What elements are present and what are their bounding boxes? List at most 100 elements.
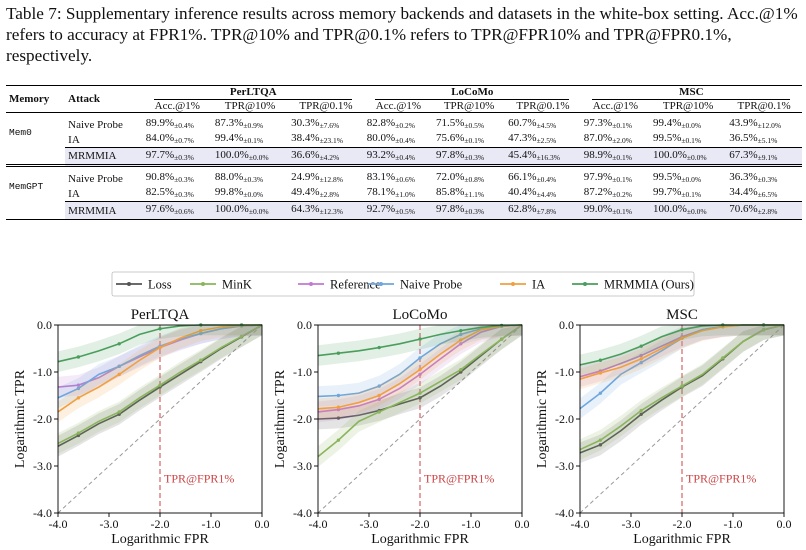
dataset-header: MSC [581,86,802,100]
value-cell: 30.3%±7.6% [291,117,340,130]
y-tick-label: -1.0 [33,365,52,379]
value-cell: 87.3%±0.9% [214,117,264,130]
metric-header: Acc.@1% [580,100,650,113]
x-tick-label: -4.0 [49,517,68,531]
data-point [377,345,381,350]
series-band [318,325,522,366]
value-cell: 87.2%±0.2% [583,186,632,199]
y-tick-label: 0.0 [559,318,574,332]
series-band [58,325,262,372]
legend-label: IA [532,278,545,292]
dataset-header: LoCoMo [364,86,581,100]
dataset-header: PerLTQA [143,86,364,100]
attack-cell: IA [68,133,80,146]
data-point [639,357,643,361]
value-cell: 97.6%±0.6% [142,201,212,220]
value-cell: 82.5%±0.3% [145,186,194,199]
series-band [580,325,784,376]
value-cell: 40.4%±4.4% [508,186,557,199]
value-cell: 75.6%±0.1% [436,132,485,145]
x-tick-label: -3.0 [360,517,379,531]
series-band [580,325,784,419]
data-point [459,367,463,372]
legend-marker [309,282,313,286]
data-point [598,438,603,442]
data-point [721,356,725,360]
value-cell: 78.1%±1.0% [366,186,415,199]
value-cell: 38.4%±23.1% [291,132,344,145]
y-tick-label: -4.0 [293,506,312,520]
value-cell: 47.3%±2.5% [508,132,557,145]
attack-cell: IA [68,187,80,200]
series-band [58,325,262,409]
data-point [418,372,422,377]
x-tick-label: 0.0 [255,517,270,531]
y-tick-label: -3.0 [33,459,52,473]
value-cell: 72.0%±0.8% [436,171,485,184]
x-axis-label: Logarithmic FPR [111,532,209,547]
x-tick-label: -3.0 [622,517,641,531]
x-tick-label: -3.0 [100,517,119,531]
legend-marker [511,282,515,286]
data-point [598,371,603,375]
data-point [158,345,162,350]
y-tick-label: -3.0 [555,459,574,473]
chart-panel: LoCoMo TPR@FPR1% -4.0 -3.0 -2.0 -1.0 0.0 0.0 -1.… [273,307,530,547]
legend-marker [583,282,587,286]
chance-line [317,324,523,514]
metric-header: TPR@10% [211,100,289,113]
value-cell: 99.5%±0.0% [653,171,702,184]
series-band [318,325,522,407]
series-1 [57,324,263,454]
data-point [639,408,643,413]
value-cell: 66.1%±0.4% [508,171,557,184]
value-cell: 24.9%±12.8% [291,171,344,184]
value-cell: 97.8%±0.3% [433,201,506,220]
data-point [117,372,121,377]
attack-header: Attack [65,85,143,113]
data-point [336,416,341,420]
x-tick-label: -2.0 [151,517,170,531]
data-point [680,328,684,332]
data-point [418,337,422,341]
metric-header: TPR@10% [433,100,506,113]
data-point [598,358,603,362]
attack-cell: Naive Probe [68,118,123,131]
y-tick-label: -1.0 [555,365,574,379]
data-point [639,344,643,348]
metric-header: Acc.@1% [142,100,212,113]
table-row: IA 82.5%±0.3% 99.8%±0.0% 49.4%±2.8% 78.1%±1.… [6,186,802,202]
value-cell: 70.6%±2.8% [726,201,802,220]
x-axis-label: Logarithmic FPR [633,532,731,547]
series-band [318,325,522,467]
data-point [117,412,121,416]
chart-title: LoCoMo [392,307,447,323]
value-cell: 89.9%±0.4% [145,117,194,130]
value-cell: 100.0%±0.0% [650,201,727,220]
data-point [76,355,81,359]
value-cell: 71.5%±0.5% [436,117,485,130]
data-point [598,391,603,395]
data-point [377,393,381,398]
data-point [377,410,381,414]
legend-label: Naive Probe [400,278,463,292]
data-point [76,383,81,387]
data-point [459,328,463,333]
chance-line [579,324,785,514]
y-tick-label: -2.0 [33,412,52,426]
series-5 [317,323,523,366]
chart-title: MSC [666,307,698,323]
legend-label: MinK [222,278,252,292]
x-tick-label: -1.0 [462,517,481,531]
table-row: MRMMIA 97.7%±0.3% 100.0%±0.0% 36.6%±4.2% 93.… [6,147,802,166]
data-point [336,438,341,442]
value-cell: 97.9%±0.1% [583,171,632,184]
y-tick-label: -2.0 [555,412,574,426]
fpr-annotation: TPR@FPR1% [164,471,234,485]
data-point [459,342,463,346]
data-point [680,336,684,340]
chart-title: PerLTQA [131,307,190,323]
metric-header: TPR@10% [650,100,727,113]
memory-cell: Mem0 [6,112,66,166]
value-cell: 64.3%±12.3% [288,201,364,220]
